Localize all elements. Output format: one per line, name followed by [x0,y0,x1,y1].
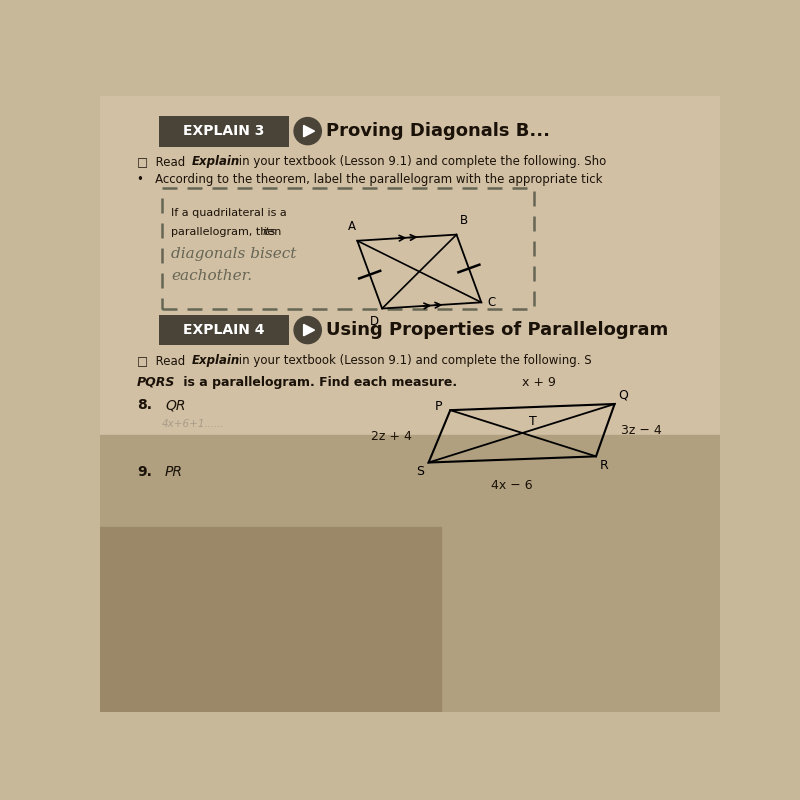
Polygon shape [304,324,314,336]
FancyBboxPatch shape [159,116,289,146]
FancyBboxPatch shape [159,314,289,346]
Bar [100,527,441,712]
Text: EXPLAIN 3: EXPLAIN 3 [183,124,265,138]
Text: in your textbook (Lesson 9.1) and complete the following. S: in your textbook (Lesson 9.1) and comple… [235,354,592,367]
Text: □  Read: □ Read [138,155,189,169]
Bar [100,435,720,712]
Text: 2z + 4: 2z + 4 [370,430,411,443]
Text: T: T [529,415,536,428]
Text: parallelogram, then: parallelogram, then [171,226,285,237]
Polygon shape [304,126,314,137]
Text: is a parallelogram. Find each measure.: is a parallelogram. Find each measure. [179,376,458,389]
Circle shape [294,118,322,145]
Text: Using Properties of Parallelogram: Using Properties of Parallelogram [326,321,669,339]
Text: x + 9: x + 9 [522,375,555,389]
Text: PR: PR [165,465,183,478]
Text: diagonals bisect: diagonals bisect [171,247,297,262]
Text: D: D [370,314,379,328]
Text: 8.: 8. [138,398,152,412]
Text: EXPLAIN 4: EXPLAIN 4 [183,323,265,337]
Text: C: C [487,296,496,309]
Text: 4x − 6: 4x − 6 [491,479,533,492]
Text: If a quadrilateral is a: If a quadrilateral is a [171,208,287,218]
Text: Explain: Explain [192,354,240,367]
Text: QR: QR [165,398,186,412]
Text: 4x+6+1......: 4x+6+1...... [162,418,225,429]
Text: A: A [348,220,356,234]
Text: S: S [417,465,425,478]
Bar [100,96,720,435]
Text: eachother.: eachother. [171,270,253,283]
Text: Explain: Explain [192,155,240,169]
Text: □  Read: □ Read [138,354,189,367]
Circle shape [294,317,322,344]
Text: Proving Diagonals B...: Proving Diagonals B... [326,122,550,140]
Text: in your textbook (Lesson 9.1) and complete the following. Sho: in your textbook (Lesson 9.1) and comple… [235,155,606,169]
Text: PQRS: PQRS [138,376,175,389]
Text: its: its [263,226,276,237]
Text: P: P [434,400,442,413]
Text: 9.: 9. [138,465,152,478]
Text: 3z − 4: 3z − 4 [621,424,662,437]
Text: B: B [459,214,468,227]
Text: •   According to the theorem, label the parallelogram with the appropriate tick: • According to the theorem, label the pa… [138,173,602,186]
Text: R: R [600,458,609,472]
Text: Q: Q [618,389,629,402]
